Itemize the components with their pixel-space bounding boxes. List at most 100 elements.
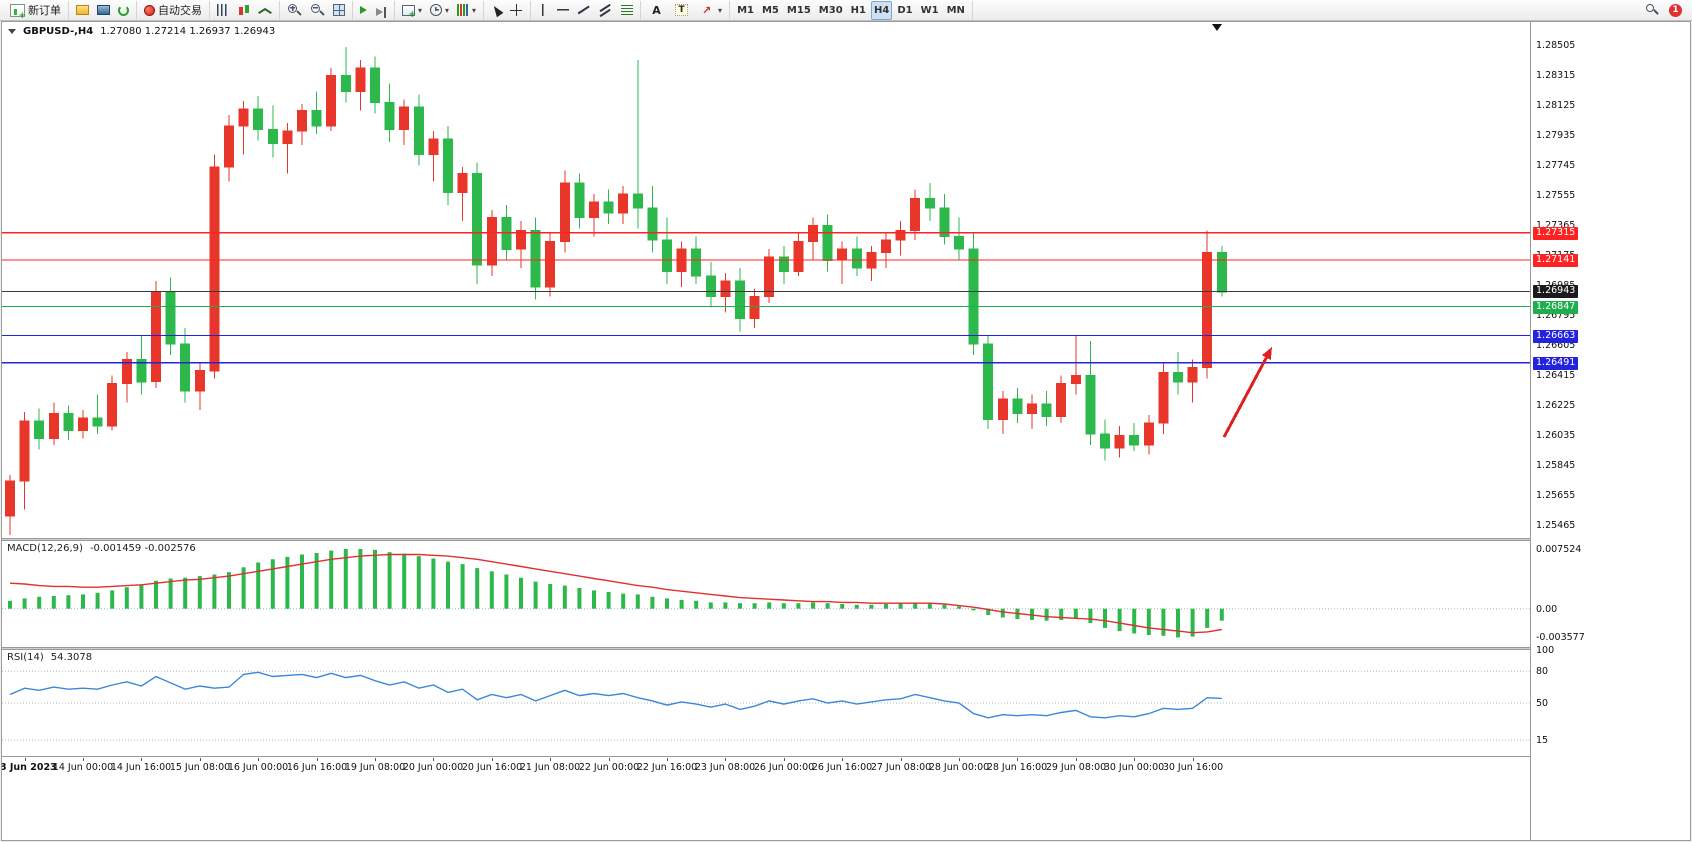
candle-body <box>910 198 921 231</box>
fibo-icon <box>621 4 634 16</box>
candle-body <box>895 229 906 241</box>
tile-windows-button[interactable] <box>330 1 348 20</box>
cursor-icon <box>491 4 501 17</box>
rsi-axis-tick: 100 <box>1536 645 1555 656</box>
candle-body <box>107 382 118 427</box>
time-axis-tick <box>842 758 843 761</box>
candle-body <box>399 106 410 130</box>
pane-separator[interactable] <box>2 647 1690 650</box>
line-chart-button[interactable] <box>255 1 275 20</box>
time-axis-tick <box>959 758 960 761</box>
time-axis-label: 13 Jun 2023 <box>2 762 57 773</box>
toolbar-group: ▾ ▾ ▾ <box>395 1 485 20</box>
toolbar-group: 自动交易 <box>137 1 210 19</box>
auto-trading-button[interactable]: 自动交易 <box>141 1 205 20</box>
new-order-button[interactable]: 新订单 <box>7 1 64 21</box>
rsi-indicator-pane[interactable] <box>2 650 1530 756</box>
new-chart-button[interactable]: ▾ <box>399 1 425 20</box>
search-button[interactable] <box>1642 1 1662 20</box>
zoom-in-button[interactable] <box>284 1 305 20</box>
macd-axis-tick: -0.003577 <box>1536 632 1585 643</box>
toolbar-group: M1 M5 M15 M30 H1 H4 D1 W1 MN <box>730 0 973 20</box>
timeframe-m5[interactable]: M5 <box>759 1 782 20</box>
charts-icon <box>97 5 110 15</box>
channel-button[interactable] <box>596 1 616 20</box>
time-axis-label: 14 Jun 00:00 <box>52 762 114 773</box>
candle-body <box>370 67 380 103</box>
arrows-button[interactable]: ▾ <box>695 1 725 20</box>
candle-body <box>209 166 220 372</box>
bars-icon <box>217 4 228 16</box>
cursor-button[interactable] <box>488 1 504 20</box>
candle-body <box>1027 403 1037 414</box>
timeframe-m5-label: M5 <box>761 4 779 16</box>
timeframe-h4[interactable]: H4 <box>870 0 893 20</box>
candle-body <box>851 248 862 269</box>
search-icon <box>1645 3 1659 17</box>
text-button[interactable] <box>645 1 668 20</box>
periods-button[interactable]: ▾ <box>427 1 452 20</box>
timeframe-h1[interactable]: H1 <box>848 1 869 20</box>
timeframe-mn[interactable]: MN <box>944 1 968 20</box>
timeframe-m1-label: M1 <box>737 4 754 16</box>
auto-scroll-button[interactable] <box>357 1 370 20</box>
timeframe-m1[interactable]: M1 <box>734 1 757 20</box>
macd-indicator-pane[interactable] <box>2 541 1530 647</box>
horizontal-line-button[interactable] <box>553 1 572 20</box>
chart-window[interactable]: GBPUSD-,H4 1.27080 1.27214 1.26937 1.269… <box>1 21 1691 841</box>
charts-button[interactable] <box>94 1 113 20</box>
indicators-button[interactable]: ▾ <box>454 1 479 20</box>
time-axis-tick <box>1076 758 1077 761</box>
chevron-down-icon: ▾ <box>718 5 723 15</box>
candle-body <box>48 412 59 439</box>
candle-body <box>618 193 629 214</box>
candle-body <box>384 102 395 130</box>
price-axis-tick: 1.28125 <box>1536 100 1576 111</box>
candle-body <box>968 248 979 345</box>
crosshair-button[interactable] <box>506 1 526 20</box>
fibonacci-button[interactable] <box>618 1 636 20</box>
candle-body <box>545 240 556 288</box>
candle-body <box>924 198 935 209</box>
candle-body <box>355 67 366 92</box>
toolbar-group <box>69 1 137 19</box>
time-axis-tick <box>200 758 201 761</box>
timeframe-mn-label: MN <box>946 4 965 16</box>
text-label-button[interactable] <box>670 1 693 20</box>
notification-badge[interactable]: 1 <box>1666 1 1685 20</box>
toolbar-group: ▾ <box>641 1 731 20</box>
trendline-button[interactable] <box>574 1 594 20</box>
candle-body <box>34 420 45 440</box>
annotation-arrow[interactable] <box>1222 347 1272 438</box>
timeframe-w1[interactable]: W1 <box>918 1 942 20</box>
chart-shift-marker[interactable] <box>1212 24 1222 31</box>
rsi-axis-tick: 15 <box>1536 735 1549 746</box>
main-price-chart[interactable] <box>2 22 1530 538</box>
candle-body <box>516 229 526 250</box>
timeframe-d1[interactable]: D1 <box>894 1 915 20</box>
timeframe-m15[interactable]: M15 <box>784 1 814 20</box>
candle-body <box>881 239 891 253</box>
timeframe-m30-label: M30 <box>818 4 843 16</box>
time-axis-tick <box>1134 758 1135 761</box>
candlestick-chart-button[interactable] <box>233 1 253 20</box>
pane-separator[interactable] <box>2 538 1690 541</box>
timeframe-m30[interactable]: M30 <box>816 1 846 20</box>
profiles-button[interactable] <box>73 1 92 20</box>
rsi-axis-tick: 50 <box>1536 698 1549 709</box>
timeframe-w1-label: W1 <box>920 4 939 16</box>
candle-body <box>749 296 760 320</box>
chart-shift-button[interactable] <box>372 1 390 20</box>
time-axis-tick <box>784 758 785 761</box>
time-axis-tick <box>901 758 902 761</box>
rsi-axis-tick: 80 <box>1536 666 1549 677</box>
refresh-button[interactable] <box>115 1 132 20</box>
time-axis-label: 16 Jun 00:00 <box>227 762 289 773</box>
timeframe-h4-label: H4 <box>873 4 890 16</box>
candle-body <box>180 343 191 392</box>
time-axis-tick <box>667 758 668 761</box>
zoom-out-button[interactable] <box>307 1 328 20</box>
one-click-trading-toggle[interactable] <box>8 29 16 34</box>
vertical-line-button[interactable] <box>535 1 551 20</box>
bar-chart-button[interactable] <box>214 1 231 20</box>
